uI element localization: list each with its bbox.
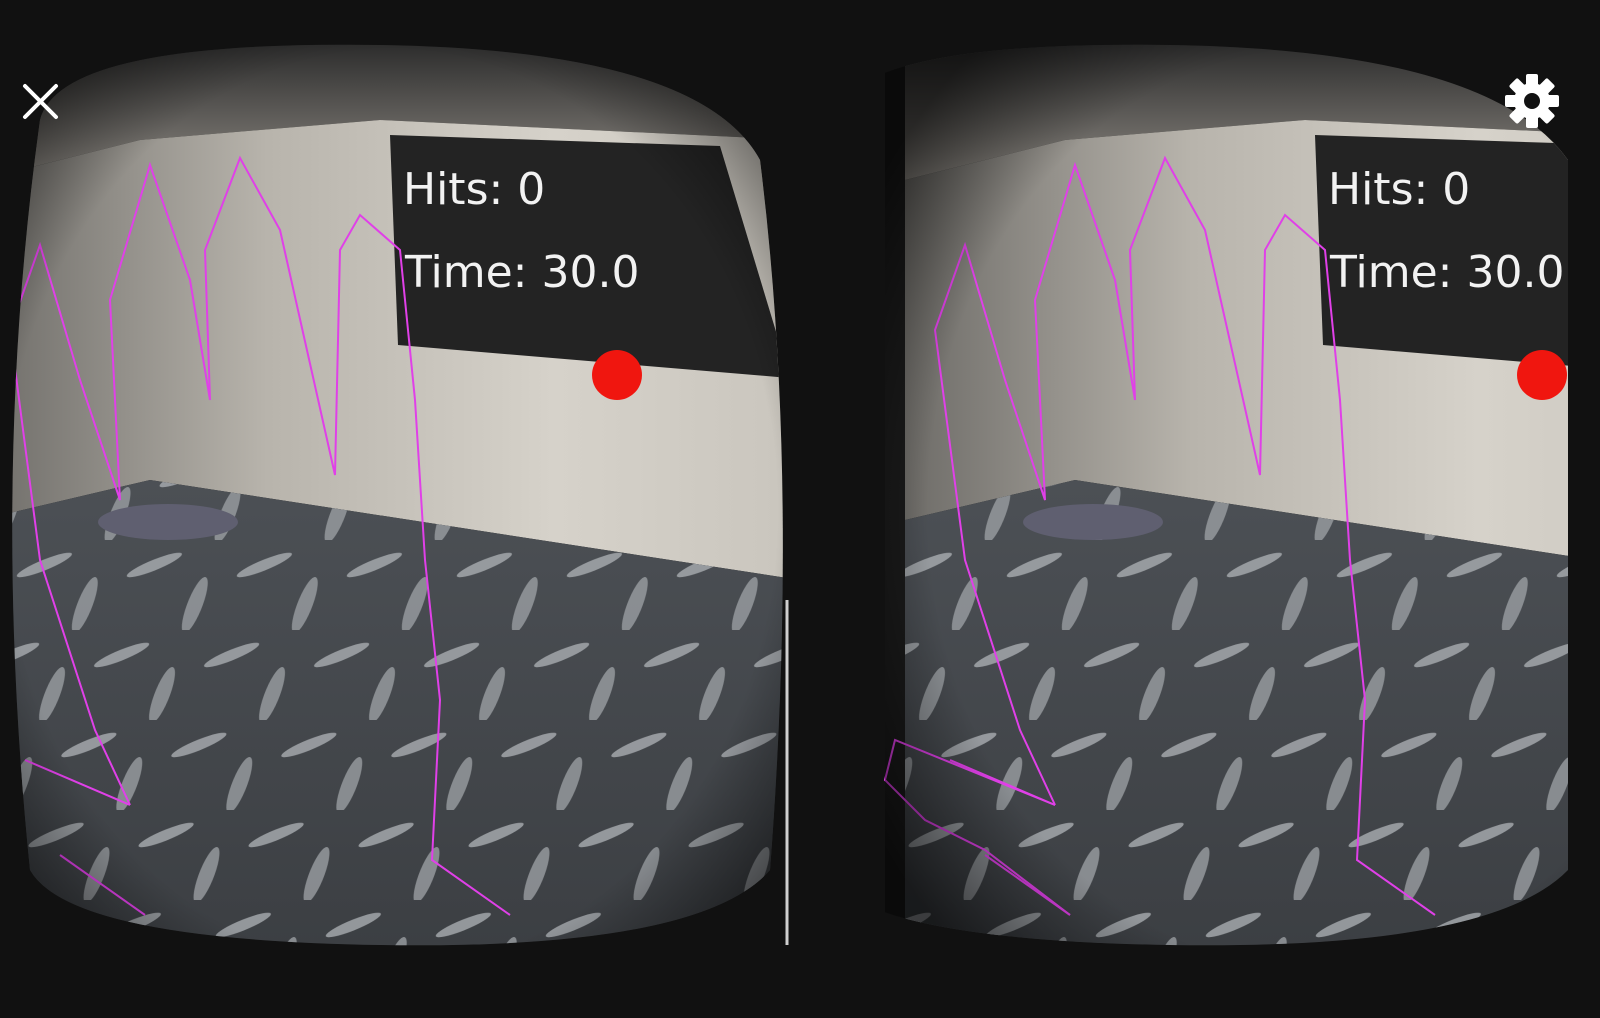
eye-view: Hits: 0Time: 30.0	[12, 44, 783, 946]
eye-view: Hits: 0Time: 30.0	[883, 44, 1568, 946]
close-button[interactable]	[23, 84, 58, 119]
gear-hole	[1524, 93, 1540, 109]
close-icon	[23, 84, 58, 119]
lens-vignette	[12, 44, 783, 946]
settings-button[interactable]	[1505, 74, 1559, 128]
lens-vignette	[885, 44, 1568, 946]
